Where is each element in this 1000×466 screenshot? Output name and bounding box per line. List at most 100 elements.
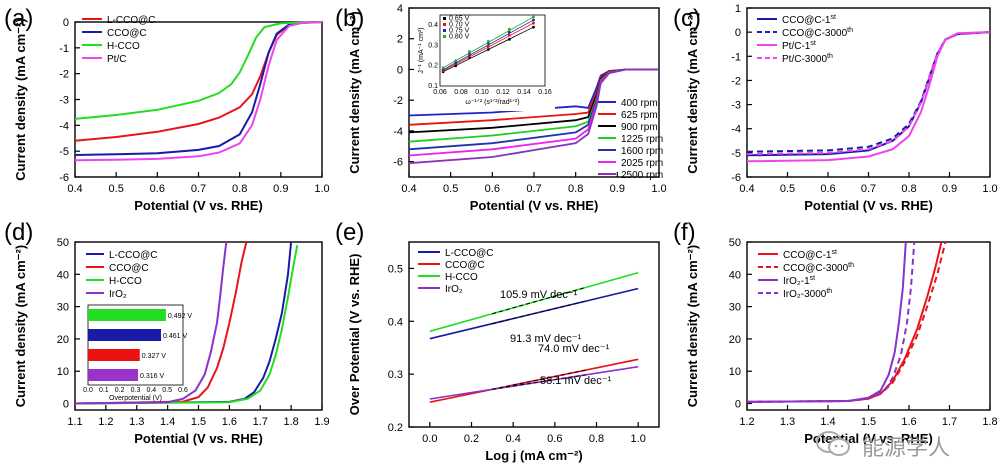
- wechat-icon: [816, 431, 850, 456]
- watermark: 能源学人: [812, 428, 1000, 461]
- y-tick-label: 0: [735, 399, 741, 411]
- x-tick-label: 0.5: [109, 183, 124, 195]
- x-tick-label: 0.8: [568, 183, 583, 195]
- series-line-2: [74, 245, 299, 405]
- inset-bar-label: 0.461 V: [163, 333, 187, 340]
- legend-superscript: st: [810, 275, 816, 282]
- y-tick-label: 0.3: [388, 369, 403, 381]
- series-line-2: [746, 241, 907, 403]
- x-tick-label: 0.4: [739, 183, 754, 195]
- inset-background: [428, 12, 555, 111]
- inset-point: [507, 33, 511, 37]
- legend-superscript: st: [831, 14, 837, 21]
- inset-bar: [88, 369, 139, 381]
- y-axis-title: Current density (mA cm⁻²): [685, 245, 700, 407]
- y-tick-label: 2: [397, 34, 403, 46]
- x-tick-label: 0.4: [67, 183, 82, 195]
- legend-superscript: st: [810, 40, 816, 47]
- chart-c: 0.4 0.5 0.6 0.7 0.8 0.9 1.0 1 0 -1 -2 -3 -4 -5 -6 CCO@C…: [685, 3, 998, 213]
- x-axis-title: Potential (V vs. RHE): [134, 198, 263, 213]
- inset-x-axis-title: ω⁻¹ᐟ² (s¹ᐟ²/rad¹ᐟ²): [465, 99, 519, 106]
- panel-label: (f): [673, 219, 696, 246]
- plot-frame: [408, 241, 660, 428]
- legend-entry: IrO₂-3000th: [783, 288, 832, 300]
- inset-bar: [88, 309, 166, 321]
- inset-bar-label: 0.327 V: [142, 353, 166, 360]
- y-tick-label: 30: [729, 302, 741, 314]
- x-tick-label: 1.2: [98, 416, 113, 428]
- x-tick-label: 0.2: [464, 433, 479, 445]
- legend-entry: 2500 rpm: [621, 170, 663, 181]
- y-tick-label: 4: [397, 3, 403, 15]
- x-tick-label: 1.3: [129, 416, 144, 428]
- inset-y-tick-label: 0.3: [428, 42, 438, 49]
- x-tick-label: 0.6: [150, 183, 165, 195]
- y-tick-label: 10: [57, 366, 69, 378]
- x-tick-label: 1.7: [942, 416, 957, 428]
- inset-x-tick-label: 0.08: [454, 89, 468, 96]
- y-tick-label: 0.5: [388, 263, 403, 275]
- legend-entry: 900 rpm: [621, 122, 658, 133]
- tafel-slope-label: 105.9 mV dec⁻¹: [500, 289, 578, 301]
- x-tick-label: 0.7: [861, 183, 876, 195]
- y-axis-title: Current density (mA cm⁻²): [685, 11, 700, 173]
- inset-point: [486, 48, 490, 51]
- inset-x-tick-label: 0.2: [115, 387, 125, 394]
- y-tick-label: 30: [57, 302, 69, 314]
- panel-label: (d): [4, 219, 33, 246]
- x-tick-label: 1.0: [631, 433, 646, 445]
- y-tick-label: -4: [59, 120, 69, 132]
- legend-entry: H-CCO: [445, 272, 478, 283]
- inset-point: [441, 66, 445, 70]
- fit-dashed-line: [492, 300, 587, 325]
- inset-x-tick-label: 0.14: [517, 89, 531, 96]
- inset-legend-marker: [443, 17, 446, 20]
- fit-dashed-line: [492, 369, 587, 390]
- legend-superscript: th: [848, 262, 854, 269]
- chart-a: 0.4 0.5 0.6 0.7 0.8 0.9 1.0 0 -1 -2 -3 -4 -5 -6 L-CCO@…: [13, 15, 330, 213]
- watermark-text: 能源学人: [862, 436, 951, 461]
- inset-point: [532, 21, 535, 25]
- series-line-1: [74, 21, 323, 156]
- inset-frame: [439, 14, 546, 87]
- y-tick-label: 50: [729, 237, 741, 249]
- y-tick-label: -6: [731, 172, 741, 184]
- inset-x-tick-label: 0.6: [178, 387, 188, 394]
- y-tick-label: 20: [57, 334, 69, 346]
- legend-entry: CCO@C: [445, 260, 485, 271]
- series-line-6: [408, 68, 659, 165]
- y-tick-label: -6: [393, 157, 403, 169]
- legend-entry: 625 rpm: [621, 110, 658, 121]
- x-tick-label: 1.0: [651, 183, 666, 195]
- y-tick-label: -2: [731, 75, 741, 87]
- panel-label: (e): [335, 219, 364, 246]
- chart-b: 0.4 0.5 0.6 0.7 0.8 0.9 1.0 4 2 0 -2 -4 -6 400 rpm625…: [347, 3, 667, 213]
- series-line-2: [746, 31, 991, 163]
- x-tick-label: 1.4: [160, 416, 175, 428]
- legend-entry: IrO₂: [109, 289, 127, 300]
- x-tick-label: 0.9: [610, 183, 625, 195]
- y-tick-label: 20: [729, 334, 741, 346]
- y-axis-title: Current density (mA cm⁻²): [347, 11, 362, 173]
- series-line-3: [74, 241, 228, 405]
- x-tick-label: 1.8: [283, 416, 298, 428]
- inset-x-tick-label: 0.06: [433, 89, 447, 96]
- legend-entry: IrO₂: [445, 284, 463, 295]
- inset-legend-entry: 0.80 V: [449, 34, 470, 41]
- legend-entry: CCO@C-3000th: [783, 262, 854, 274]
- y-tick-label: 0: [63, 399, 69, 411]
- x-tick-label: 1.0: [982, 183, 997, 195]
- y-axis-title: Current density (mA cm⁻²): [13, 245, 28, 407]
- legend-entry: IrO₂-1st: [783, 275, 815, 287]
- y-tick-label: 40: [729, 269, 741, 281]
- y-tick-label: 1: [735, 3, 741, 15]
- inset-bar-label: 0.492 V: [168, 313, 192, 320]
- series-line-3: [746, 241, 916, 403]
- inset-legend-marker: [443, 23, 446, 26]
- legend-superscript: th: [847, 27, 853, 34]
- x-axis-title: Potential (V vs. RHE): [134, 431, 263, 446]
- legend-entry: CCO@C-3000th: [782, 27, 853, 39]
- legend-entry: L-CCO@C: [109, 250, 158, 261]
- inset-point: [532, 18, 535, 22]
